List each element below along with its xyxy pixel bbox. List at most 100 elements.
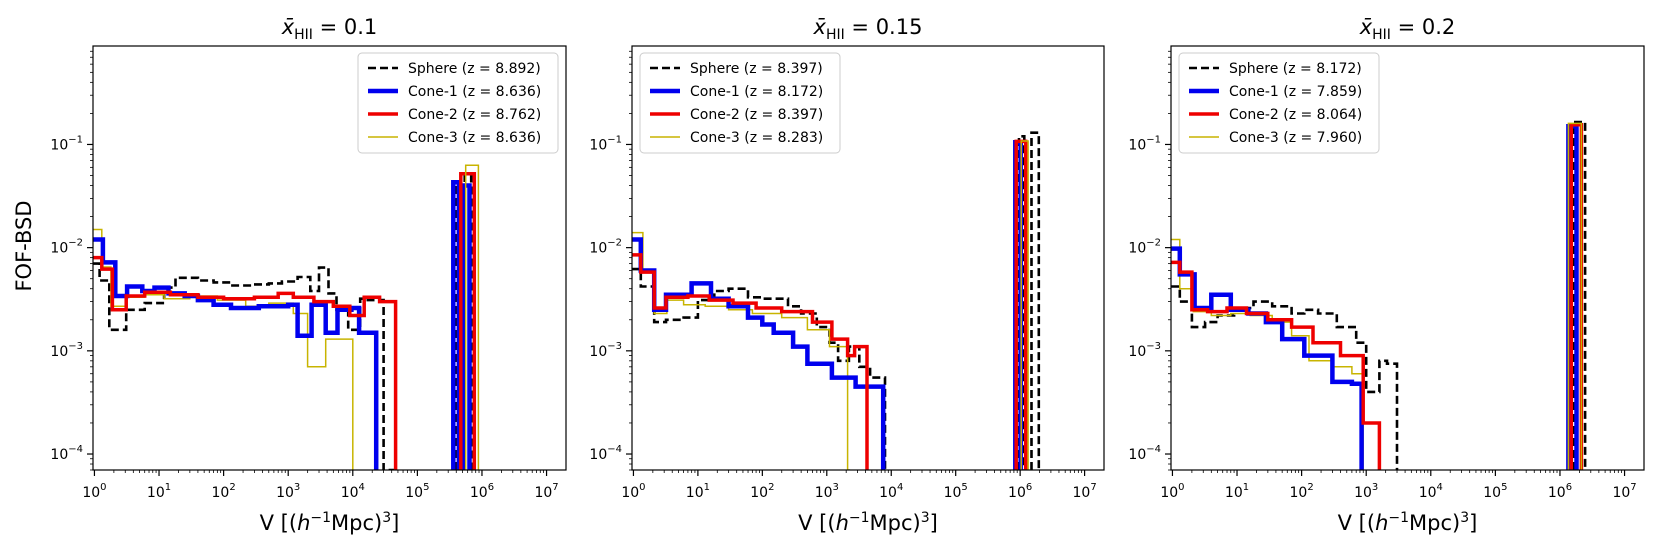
x-label-unit: Mpc)	[331, 511, 382, 535]
x-tick-base: 10	[686, 485, 704, 501]
x-tick-exponent: 3	[1372, 482, 1378, 493]
x-label-h: h	[297, 511, 310, 535]
title-subscript: HII	[294, 27, 313, 43]
x-tick-label: 105	[405, 482, 429, 501]
y-tick-exponent: −2	[607, 238, 622, 249]
x-tick-label: 106	[470, 482, 494, 501]
peak-bar	[1030, 131, 1041, 470]
x-tick-base: 10	[750, 485, 768, 501]
y-tick-exponent: −3	[1146, 341, 1161, 352]
legend-label: Cone-2 (z = 8.762)	[408, 107, 541, 123]
x-label-h: h	[836, 511, 849, 535]
x-tick-base: 10	[534, 485, 552, 501]
y-tick-exponent: −4	[607, 444, 622, 455]
plot-frame	[1170, 45, 1645, 471]
peak-bar	[1567, 122, 1583, 470]
x-tick-label: 105	[1483, 482, 1507, 501]
x-tick-label: 103	[1354, 482, 1378, 501]
title-value: = 0.15	[845, 15, 923, 39]
series-line-cone-2	[632, 253, 869, 470]
y-axis-label: FOF-BSD	[12, 200, 36, 291]
legend: Sphere (z = 8.892) Cone-1 (z = 8.636) Cone…	[357, 52, 559, 154]
x-tick-base: 10	[1612, 485, 1630, 501]
x-label-close: ]	[1469, 511, 1477, 535]
plot-area	[93, 164, 480, 470]
y-tick-exponent: −1	[607, 134, 622, 145]
x-tick-exponent: 2	[229, 482, 235, 493]
x-tick-exponent: 0	[100, 482, 106, 493]
title-symbol: x̄	[281, 15, 295, 39]
legend-label: Sphere (z = 8.172)	[1229, 61, 1362, 77]
x-tick-label: 104	[879, 482, 903, 501]
peak-bar	[459, 172, 477, 470]
x-tick-label: 105	[944, 482, 968, 501]
y-tick-base: 10	[50, 137, 68, 153]
x-tick-base: 10	[1483, 485, 1501, 501]
x-tick-base: 10	[621, 485, 639, 501]
y-tick-exponent: −4	[68, 444, 83, 455]
y-tick-label: 10−3	[50, 341, 83, 360]
y-tick-label: 10−4	[1128, 444, 1161, 463]
x-tick-label: 107	[1612, 482, 1636, 501]
x-tick-base: 10	[341, 485, 359, 501]
x-tick-exponent: 4	[359, 482, 365, 493]
chart-panel-3: 100 101 102 103 104 105 106 10710−410−310−210−1…	[1128, 15, 1645, 535]
x-tick-exponent: 5	[1501, 482, 1507, 493]
y-tick-base: 10	[1128, 241, 1146, 257]
y-tick-exponent: −2	[1146, 238, 1161, 249]
x-tick-exponent: 7	[1630, 482, 1636, 493]
x-tick-label: 106	[1548, 482, 1572, 501]
x-tick-base: 10	[405, 485, 423, 501]
x-tick-label: 101	[147, 482, 171, 501]
series-line-cone-3	[632, 231, 851, 470]
plot-area	[1171, 120, 1587, 470]
legend-label: Sphere (z = 8.892)	[408, 61, 541, 77]
x-tick-exponent: 6	[1026, 482, 1032, 493]
x-tick-label: 102	[212, 482, 236, 501]
plot-area	[632, 131, 1041, 470]
y-tick-exponent: −3	[607, 341, 622, 352]
x-tick-exponent: 4	[1437, 482, 1443, 493]
x-tick-exponent: 6	[1566, 482, 1572, 493]
peak-bar	[461, 183, 472, 470]
y-tick-base: 10	[1128, 344, 1146, 360]
y-tick-exponent: −2	[68, 238, 83, 249]
x-tick-label: 104	[341, 482, 365, 501]
legend: Sphere (z = 8.397) Cone-1 (z = 8.172) Cone…	[639, 52, 841, 154]
x-tick-exponent: 1	[1243, 482, 1249, 493]
chart-title: x̄HII = 0.1	[281, 15, 378, 43]
x-tick-base: 10	[82, 485, 100, 501]
x-axis-label: V [(h−1Mpc)3]	[1338, 510, 1478, 535]
x-tick-exponent: 2	[768, 482, 774, 493]
x-label-start: V [(	[798, 511, 835, 535]
x-tick-label: 104	[1419, 482, 1443, 501]
legend-box	[357, 52, 559, 154]
y-tick-exponent: −1	[68, 134, 83, 145]
title-value: = 0.2	[1391, 15, 1455, 39]
y-tick-base: 10	[50, 344, 68, 360]
legend-label: Cone-1 (z = 7.859)	[1229, 84, 1362, 100]
x-tick-base: 10	[212, 485, 230, 501]
x-tick-exponent: 0	[1178, 482, 1184, 493]
legend-label: Cone-3 (z = 8.283)	[690, 130, 823, 146]
legend-label: Cone-1 (z = 8.636)	[408, 84, 541, 100]
legend-label: Sphere (z = 8.397)	[690, 61, 823, 77]
x-tick-base: 10	[815, 485, 833, 501]
x-tick-base: 10	[944, 485, 962, 501]
x-tick-base: 10	[1290, 485, 1308, 501]
x-tick-label: 107	[1072, 482, 1096, 501]
peak-bar	[1020, 140, 1029, 470]
y-tick-base: 10	[589, 344, 607, 360]
series-line-cone-2	[93, 255, 398, 470]
legend-box	[639, 52, 841, 154]
y-tick-label: 10−2	[50, 238, 83, 257]
series-line-cone-1	[93, 237, 379, 470]
chart-title: x̄HII = 0.2	[1359, 15, 1456, 43]
x-tick-exponent: 3	[294, 482, 300, 493]
series-line-cone-3	[93, 228, 354, 470]
x-label-power: 3	[921, 510, 930, 526]
y-tick-label: 10−1	[1128, 134, 1161, 153]
x-tick-label: 100	[1160, 482, 1184, 501]
